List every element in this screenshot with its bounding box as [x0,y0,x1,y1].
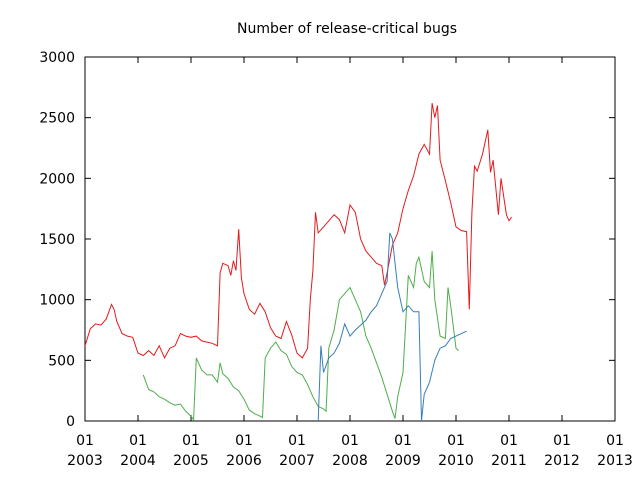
y-tick-label: 1000 [39,293,75,309]
x-tick-month-label: 01 [553,433,571,449]
x-tick-year-label: 2003 [67,453,103,469]
x-tick-month-label: 01 [500,433,518,449]
x-tick-month-label: 01 [341,433,359,449]
x-tick-year-label: 2010 [438,453,474,469]
x-tick-month-label: 01 [76,433,94,449]
x-tick-year-label: 2007 [279,453,315,469]
axis-ticks: 0 500 1000 1500 2000 2500 3000 01 2003 01 2004 01 20… [39,50,632,469]
x-tick-month-label: 01 [288,433,306,449]
series-line-2 [317,232,467,422]
series-line-1 [142,251,459,422]
y-tick-label: 2000 [39,171,75,187]
y-tick-label: 3000 [39,50,75,66]
x-tick-year-label: 2012 [544,453,580,469]
x-tick-year-label: 2005 [173,453,209,469]
x-tick-month-label: 01 [235,433,253,449]
y-tick-label: 500 [48,353,75,369]
x-tick-month-label: 01 [182,433,200,449]
x-tick-month-label: 01 [606,433,624,449]
series-line-0 [84,103,513,360]
x-tick-month-label: 01 [447,433,465,449]
series-group [84,103,513,422]
chart-title: Number of release-critical bugs [237,21,457,37]
y-tick-label: 0 [66,414,75,430]
x-tick-month-label: 01 [129,433,147,449]
x-tick-year-label: 2011 [491,453,527,469]
y-tick-label: 2500 [39,111,75,127]
x-tick-year-label: 2006 [226,453,262,469]
x-tick-month-label: 01 [394,433,412,449]
y-tick-label: 1500 [39,232,75,248]
plot-frame [84,56,616,422]
x-tick-year-label: 2004 [120,453,156,469]
x-tick-year-label: 2009 [385,453,421,469]
x-tick-year-label: 2013 [597,453,633,469]
x-tick-year-label: 2008 [332,453,368,469]
